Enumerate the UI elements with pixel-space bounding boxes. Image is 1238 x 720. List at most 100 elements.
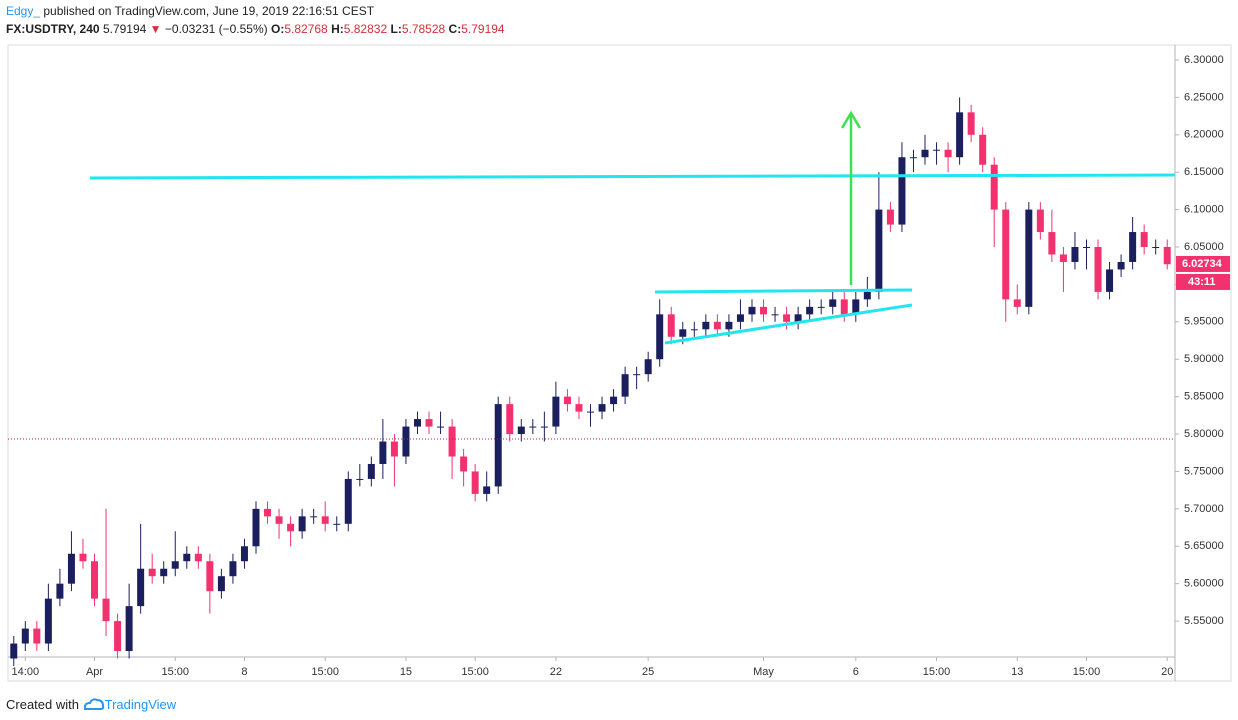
candle-body [529,426,537,428]
candle-body [933,149,941,151]
countdown: 43:11 [1188,276,1216,288]
candle-body [794,314,802,322]
candle-body [1152,247,1160,249]
y-tick-label: 5.75000 [1184,465,1224,477]
x-tick-label: 14:00 [12,666,40,678]
y-tick-label: 5.70000 [1184,503,1224,515]
candle-body [194,553,202,562]
last: 5.79194 [102,22,147,36]
candle-body [137,568,145,607]
candle-body [563,396,571,405]
candle-body [1071,247,1079,262]
candle-body [483,486,491,494]
candle-body [402,426,410,457]
candle-body [21,628,29,644]
candle-body [171,561,179,569]
triangle-top [654,288,913,294]
x-tick-label: 22 [550,666,562,678]
candle-body [344,478,352,524]
candle-body [575,404,583,412]
candle-body [1002,209,1010,300]
candle-body [91,561,99,599]
created-with: Created with [6,697,79,712]
low: 5.78528 [401,22,446,36]
candle-body [1048,232,1056,255]
candle-body [287,523,295,532]
candle-body [979,134,987,165]
candle-body [252,508,260,547]
candle-body [425,419,433,427]
candle-body [587,411,594,413]
candle-body [437,426,445,428]
candle-body [229,561,237,577]
candle-body [206,561,214,592]
candle-body [1106,269,1114,292]
candle-body [1140,232,1148,248]
candle-body [333,523,341,525]
y-tick-label: 6.15000 [1184,166,1224,178]
candle-body [679,329,687,337]
high: 5.82832 [343,22,388,36]
candle-body [817,306,825,308]
symbol: FX:USDTRY, 240 [6,22,100,36]
candle-body [748,306,756,315]
x-tick-label: Apr [86,666,103,678]
x-tick-label: May [753,666,774,678]
candle-body [967,112,975,135]
candle-body [852,299,860,315]
candle-body [1036,209,1044,233]
x-tick-label: 8 [241,666,247,678]
candle-body [944,149,952,158]
candle-body [56,583,64,599]
x-tick-label: 15:00 [923,666,951,678]
arrow: ▼ [149,22,162,36]
x-tick-label: 15:00 [311,666,339,678]
y-tick-label: 6.20000 [1184,129,1224,141]
candle-body [114,621,122,652]
candle-body [621,374,629,397]
change: −0.03231 (−0.55%) [164,22,268,36]
candle-body [736,314,744,322]
candle-body [413,419,421,427]
x-tick-label: 25 [642,666,654,678]
candle-body [79,553,87,562]
author[interactable]: Edgy_ [6,4,41,18]
candle-body [552,396,560,427]
candle-body [1094,247,1102,292]
candle-body [183,553,191,562]
x-tick-label: 15 [400,666,412,678]
candle-body [367,463,375,479]
y-tick-label: 6.10000 [1184,204,1224,216]
y-tick-label: 6.25000 [1184,91,1224,103]
candle-body [829,299,837,307]
high-label: H: [331,22,344,36]
triangle-bottom [664,303,913,345]
candle-body [921,149,929,158]
y-tick-label: 5.95000 [1184,316,1224,328]
y-tick-label: 5.90000 [1184,353,1224,365]
brand[interactable]: TradingView [104,697,177,712]
candle-body [540,426,548,428]
candle-body [644,359,652,375]
candle-body [909,157,917,159]
candle-body [10,643,18,659]
close: 5.79194 [461,22,505,36]
candle-body [517,426,525,435]
y-tick-label: 5.60000 [1184,578,1224,590]
candle-body [875,209,883,292]
x-tick-label: 15:00 [461,666,489,678]
candle-body [610,396,618,405]
candle-body [33,628,41,644]
y-tick-label: 6.30000 [1184,54,1224,66]
candle-body [956,112,964,158]
candle-body [783,314,791,322]
candle-body [1129,232,1137,262]
candle-body [898,157,906,225]
candle-body [379,441,387,464]
candle-body [806,306,814,315]
frame [7,44,1232,682]
candle-body [656,314,664,360]
open: 5.82768 [284,22,328,36]
candle-body [506,404,514,435]
